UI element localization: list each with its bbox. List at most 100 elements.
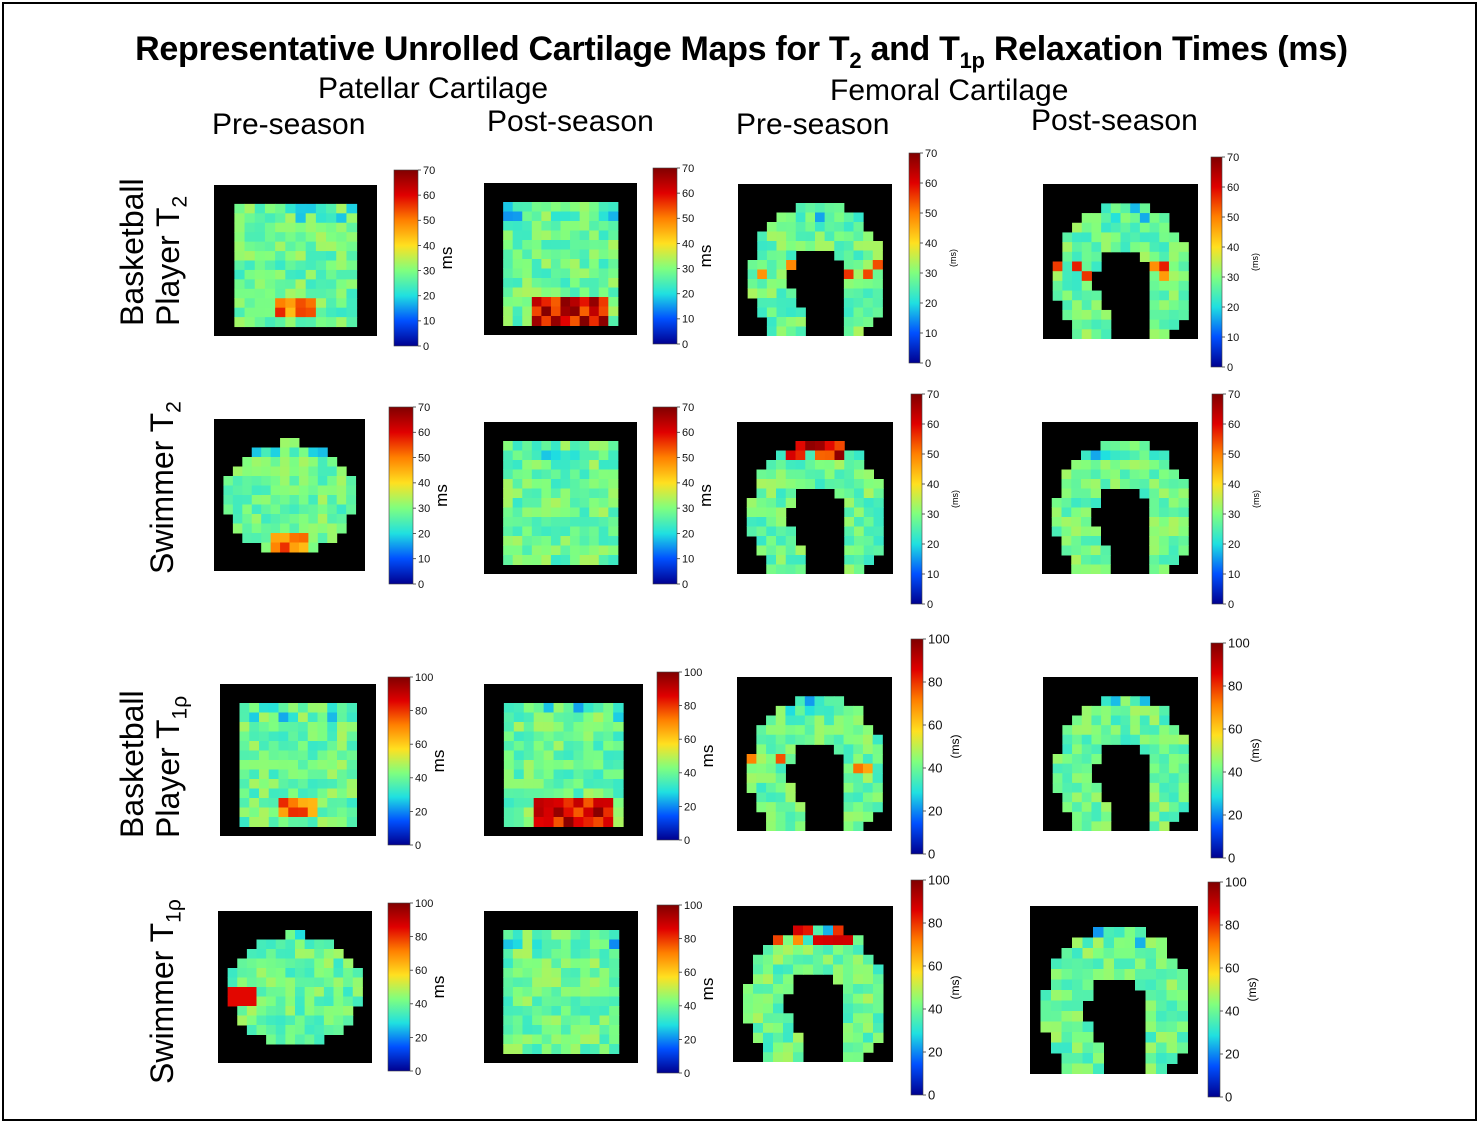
map-pixel-86	[522, 507, 533, 518]
map-pixel-76	[541, 498, 552, 508]
map-pixel-141	[589, 545, 600, 556]
map-pixel-28	[1101, 232, 1112, 243]
row-label-swimmer-t1rho: Swimmer T1ρ	[144, 899, 186, 1084]
map-pixel-114	[295, 288, 307, 299]
colorbar-gradient	[652, 406, 678, 585]
map-pixel-47	[863, 479, 874, 489]
map-pixel-41	[805, 241, 816, 251]
map-pixel-126	[560, 297, 571, 307]
map-pixel-104	[795, 545, 806, 556]
colorbar-unit-label: (ms)	[1248, 739, 1262, 763]
map-pixel-116	[285, 1025, 296, 1035]
map-pixel-27	[298, 466, 309, 477]
map-pixel-146	[522, 316, 533, 326]
map-pixel-0	[1101, 203, 1112, 214]
map-pixel-91	[573, 769, 584, 780]
map-pixel-14	[1072, 715, 1083, 726]
map-pixel-13	[512, 939, 524, 950]
map-pixel-138	[563, 807, 574, 818]
map-pixel-121	[513, 798, 525, 808]
map-pixel-57	[873, 488, 884, 499]
map-pixel-15	[1081, 460, 1092, 470]
map-pixel-132	[503, 807, 515, 818]
map-pixel-24	[1051, 958, 1062, 970]
map-pixel-18	[561, 939, 572, 950]
map-pixel-108	[872, 802, 883, 813]
colorbar-unit-label: ms	[429, 976, 448, 999]
map-pixel-14	[763, 945, 774, 956]
map-pixel-86	[776, 526, 787, 537]
map-pixel-109	[512, 287, 523, 298]
map-pixel-45	[352, 968, 363, 978]
map-pixel-72	[336, 495, 347, 505]
map-pixel-96	[843, 1023, 854, 1034]
map-pixel-33	[843, 231, 855, 242]
map-pixel-113	[1145, 1053, 1157, 1064]
map-pixel-44	[833, 964, 844, 975]
map-pixel-121	[853, 326, 864, 336]
map-pixel-65	[553, 750, 564, 761]
map-pixel-43	[570, 230, 581, 241]
map-pixel-29	[323, 958, 335, 969]
map-pixel-57	[333, 977, 344, 988]
map-pixel-104	[1093, 1042, 1104, 1054]
map-pixel-111	[532, 1015, 543, 1026]
map-pixel-35	[251, 476, 262, 486]
map-pixel-14	[522, 939, 533, 950]
map-pixel-4	[1139, 203, 1151, 214]
map-pixel-65	[1168, 754, 1180, 765]
map-pixel-100	[541, 278, 552, 288]
map-pixel-39	[531, 469, 542, 480]
map-pixel-145	[512, 316, 523, 326]
map-pixel-37	[766, 734, 777, 745]
map-pixel-147	[531, 555, 542, 565]
map-pixel-65	[862, 754, 874, 765]
map-pixel-1	[295, 930, 306, 940]
map-pixel-55	[308, 485, 319, 496]
colorbar-tick-label: 60	[415, 739, 427, 751]
map-pixel-16	[1082, 948, 1094, 959]
map-pixel-13	[853, 212, 864, 223]
map-pixel-113	[285, 288, 296, 299]
map-pixel-128	[580, 1025, 591, 1035]
colorbar-gradient	[1210, 642, 1224, 859]
map-pixel-112	[543, 788, 555, 799]
map-pixel-41	[1103, 969, 1115, 980]
map-pixel-9	[589, 202, 600, 212]
colorbar-tick-label: 40	[684, 1001, 696, 1013]
colorbar-swimmer-t2-femoral-post: 0 10 20 30 40 50 60 70 (ms)	[1211, 389, 1283, 611]
map-pixel-82	[872, 279, 883, 289]
map-pixel-123	[532, 1025, 543, 1035]
map-pixel-69	[314, 987, 325, 997]
map-pixel-98	[863, 298, 874, 308]
map-pixel-87	[264, 269, 276, 280]
map-pixel-81	[326, 260, 337, 271]
colorbar-gradient	[656, 904, 680, 1074]
map-pixel-79	[570, 259, 581, 269]
map-pixel-43	[307, 731, 318, 742]
colorbar-tick-label: 80	[684, 933, 696, 945]
map-pixel-75	[746, 773, 757, 784]
map-pixel-20	[580, 939, 591, 950]
map-pixel-63	[264, 251, 276, 261]
map-pixel-88	[541, 507, 552, 518]
map-pixel-43	[570, 958, 581, 969]
map-pixel-51	[773, 974, 784, 985]
colorbar-basketball-t2-femoral-pre: 0 10 20 30 40 50 60 70 (ms)	[908, 148, 980, 370]
map-pixel-61	[776, 498, 787, 508]
map-pixel-53	[833, 974, 844, 985]
map-pixel-110	[254, 288, 266, 299]
map-pixel-14	[259, 712, 270, 723]
map-pixel-32	[1139, 469, 1150, 480]
map-pixel-26	[1081, 469, 1092, 480]
map-pixel-100	[1062, 309, 1073, 321]
map-pixel-125	[550, 297, 561, 307]
map-pixel-20	[824, 222, 835, 232]
map-pixel-70	[323, 987, 335, 997]
map-pixel-152	[315, 317, 327, 328]
map-pixel-39	[785, 479, 796, 489]
map-pixel-2	[522, 202, 533, 212]
map-pixel-109	[763, 1042, 774, 1053]
map-pixel-107	[613, 779, 624, 789]
map-pixel-4	[834, 441, 845, 451]
